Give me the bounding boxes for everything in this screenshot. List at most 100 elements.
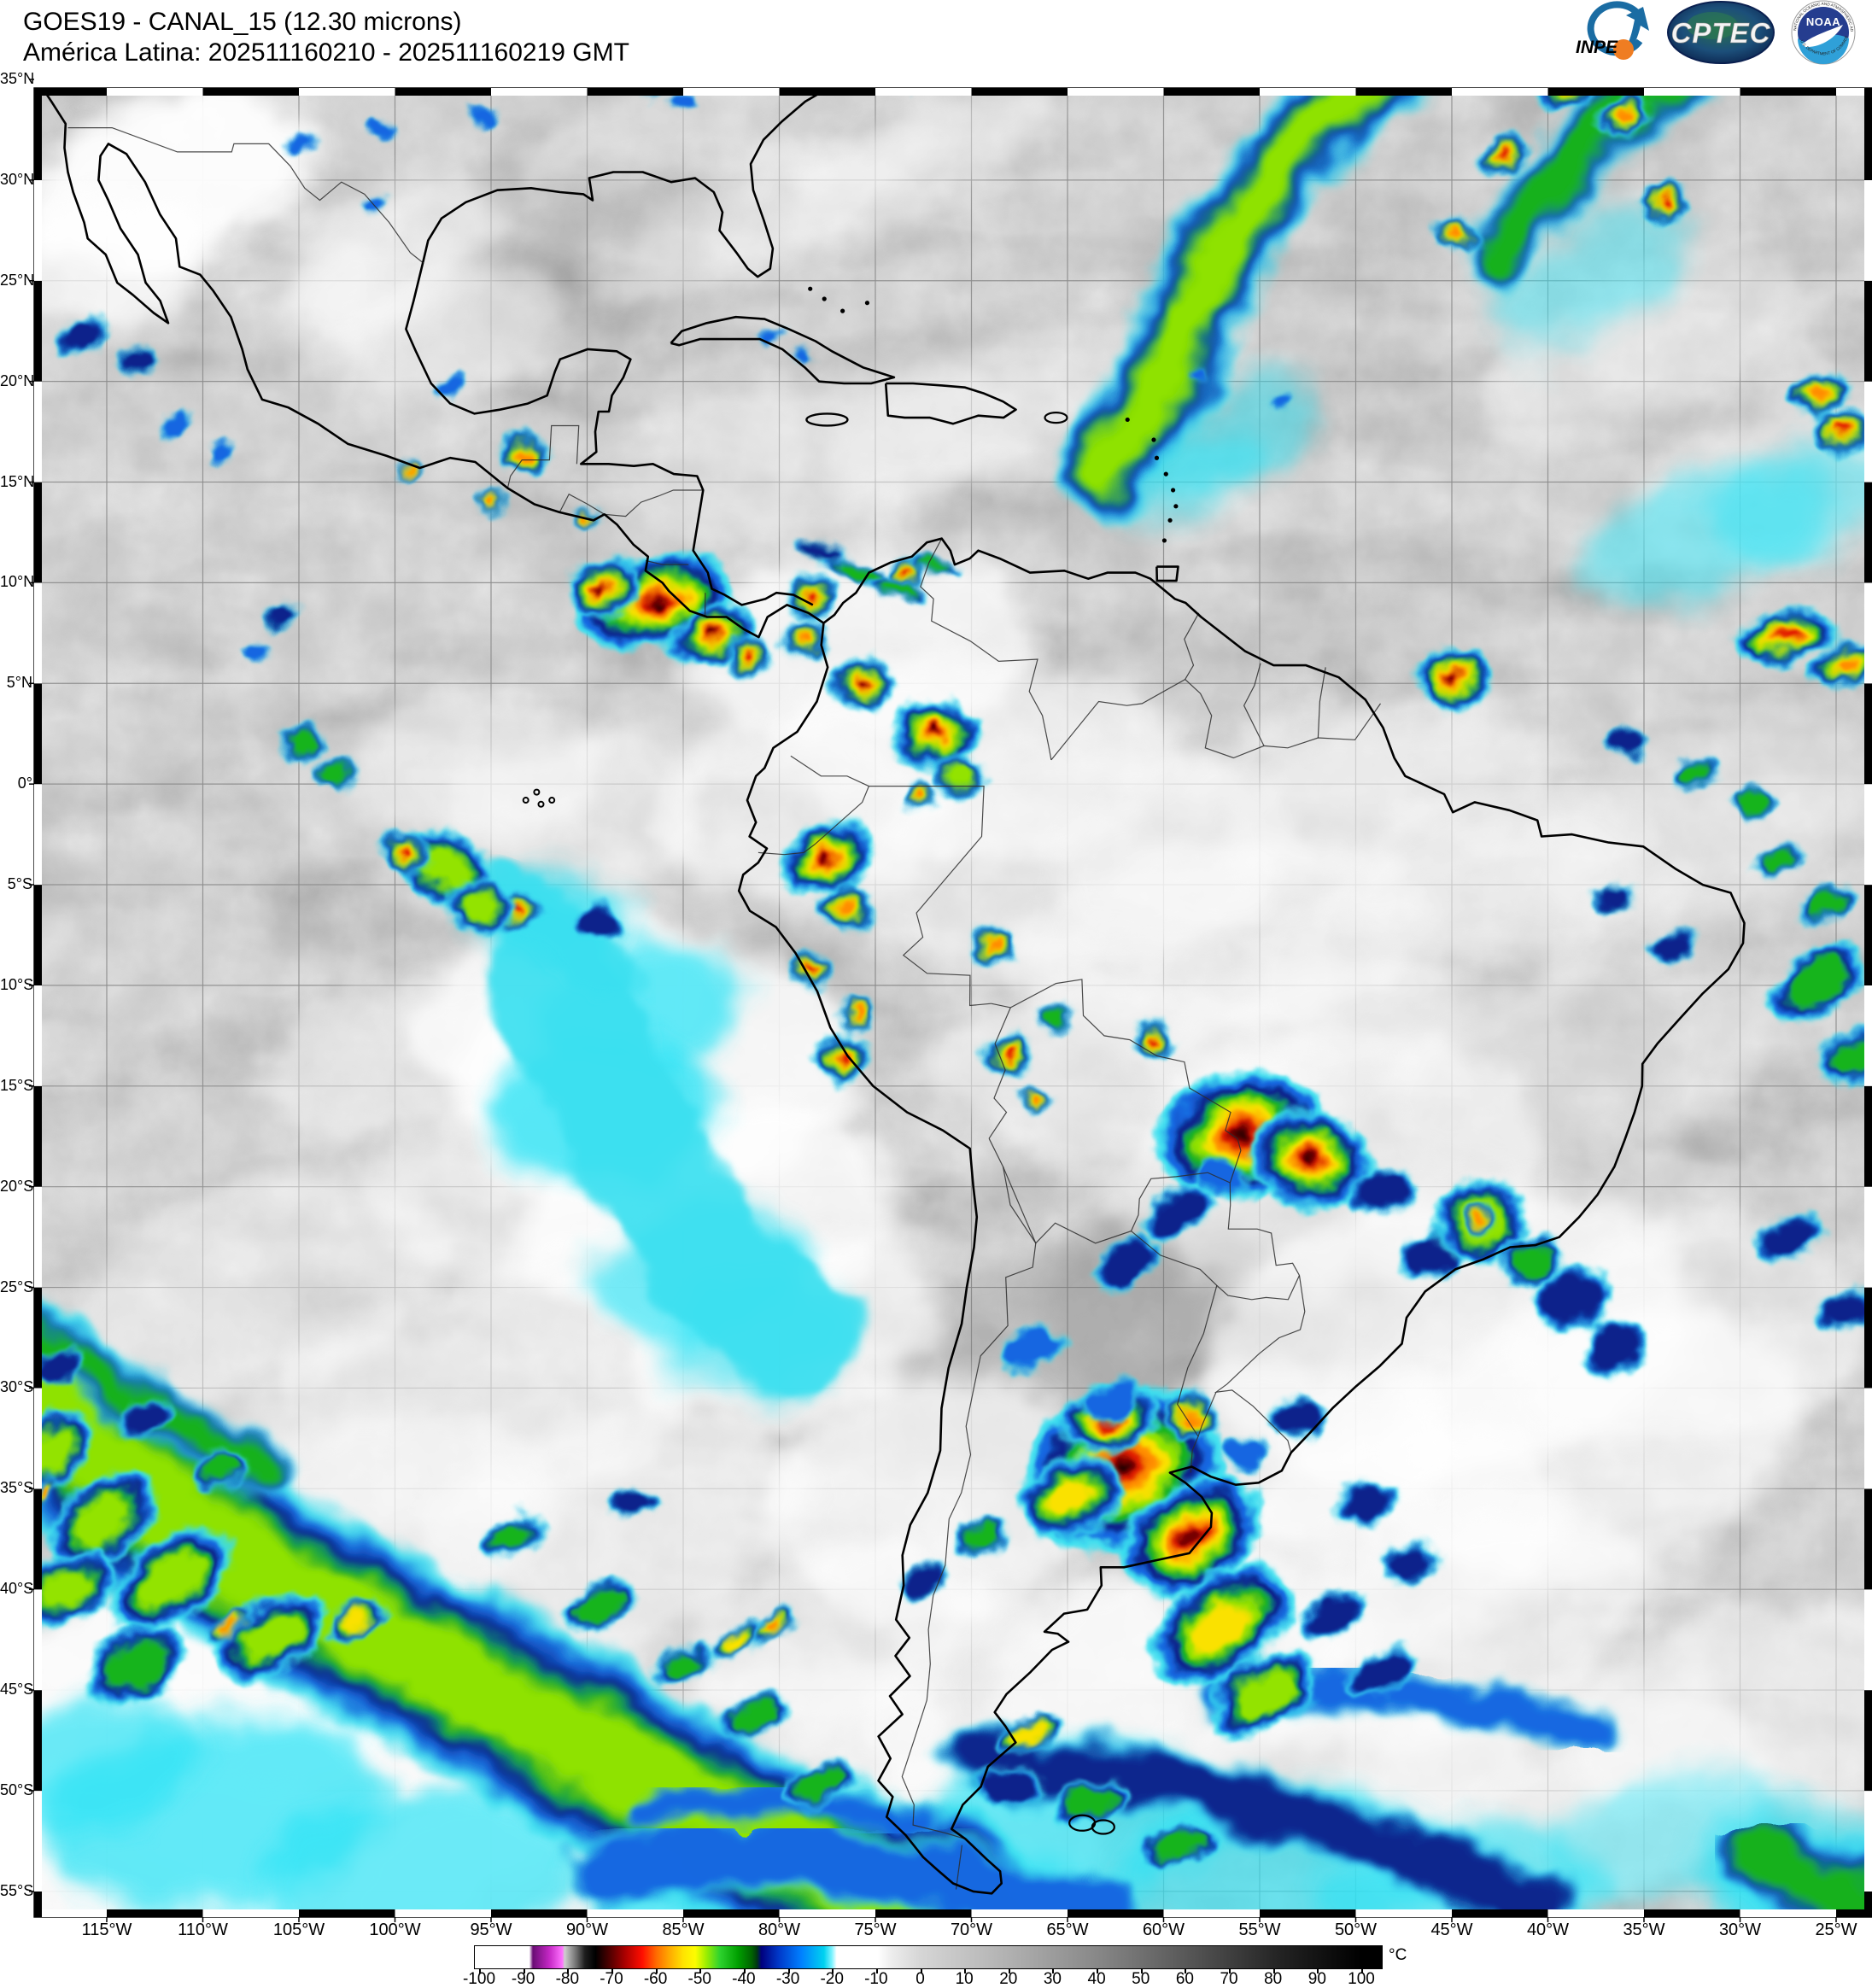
storm-cell-ring [663, 1651, 704, 1680]
frontal-band [561, 1815, 1138, 1916]
country-border [1243, 663, 1265, 746]
lon-label: 55°W [1238, 1921, 1281, 1939]
storm-cell-ring [1511, 1245, 1550, 1279]
storm-cell-ring [1235, 1129, 1247, 1139]
country-border [1131, 1231, 1301, 1301]
lon-label: 40°W [1526, 1921, 1570, 1939]
storm-cell [1729, 786, 1773, 819]
storm-cell-ring [1775, 629, 1800, 643]
storm-cell [1149, 1565, 1294, 1688]
storm-cell [1532, 1266, 1611, 1330]
storm-cell-ring [904, 89, 916, 91]
lat-label: 35°S [0, 1479, 34, 1497]
storm-cell [371, 119, 394, 137]
storm-cell-ring [106, 1639, 167, 1692]
storm-cell-ring [998, 1330, 1060, 1369]
storm-cell-ring [849, 1009, 863, 1020]
map-frame-border [29, 79, 1872, 1922]
cptec-wordmark: CPTEC [1671, 17, 1771, 49]
lon-label: 100°W [369, 1921, 421, 1939]
storm-cell-ring [223, 1620, 238, 1634]
lon-label: 25°W [1815, 1921, 1857, 1939]
colorbar-tick-label: 30 [1043, 1970, 1062, 1988]
island-dot [1163, 471, 1168, 477]
storm-cell-ring [372, 120, 393, 137]
storm-cell [671, 91, 695, 111]
island-dot [822, 296, 827, 301]
storm-cell [1333, 1477, 1400, 1529]
island-dot [1173, 504, 1179, 509]
storm-cell-ring [598, 583, 608, 592]
island-dot [1125, 417, 1130, 423]
cloud-patch [359, 696, 598, 841]
temperature-colorbar [474, 1945, 1383, 1969]
storm-cell-ring [39, 1483, 50, 1497]
storm-cell-ring [1226, 1435, 1267, 1468]
storm-cell-ring [286, 132, 312, 150]
storm-cell-ring [243, 1612, 303, 1658]
storm-cell [868, 579, 929, 603]
storm-cell-ring [800, 542, 839, 559]
colorbar-tick [875, 1968, 878, 1973]
storm-cell [495, 432, 550, 477]
cloud-patch [777, 89, 1068, 245]
lat-label: 30°S [0, 1378, 34, 1396]
storm-cell [1079, 1381, 1141, 1420]
storm-cell-ring [1272, 395, 1290, 408]
storm-cell [59, 315, 108, 354]
storm-cell-ring [1067, 1786, 1120, 1818]
colorbar-tick-label: -30 [775, 1970, 800, 1988]
storm-cell [938, 752, 989, 798]
storm-cell [710, 1622, 763, 1661]
storm-cell [446, 879, 514, 935]
lat-label: 0° [17, 775, 32, 792]
cloud-patch [519, 89, 779, 190]
storm-cell [1018, 1085, 1052, 1115]
storm-cell-ring [1597, 885, 1631, 909]
storm-cell-ring [1306, 1156, 1316, 1163]
cloud-patch [1489, 210, 1688, 354]
storm-cell-ring [1654, 933, 1694, 962]
colorbar-tick [523, 1968, 525, 1973]
colorbar-tick [832, 1968, 834, 1973]
storm-cell-ring [1449, 230, 1463, 243]
storm-cell [1225, 1434, 1269, 1470]
storm-cell [995, 1327, 1063, 1371]
band-layer [483, 909, 858, 1396]
lon-label: 80°W [758, 1921, 801, 1939]
storm-cell [1140, 1822, 1217, 1867]
storm-cell [1190, 367, 1210, 384]
storm-cell [970, 926, 1015, 967]
cloud-patch [1565, 1601, 1871, 1823]
frontal-band [1712, 1802, 1871, 1916]
storm-cell-ring [611, 1491, 652, 1515]
lat-label: 15°N [0, 472, 35, 490]
storm-cell-ring [469, 107, 491, 126]
storm-cell-ring [711, 631, 717, 636]
lat-label: 25°N [0, 271, 35, 289]
storm-cell-ring [764, 1620, 781, 1634]
storm-cell [1789, 371, 1849, 418]
lon-label: 115°W [81, 1921, 132, 1939]
colorbar-tick-label: -80 [555, 1970, 580, 1988]
storm-cell [1461, 1204, 1495, 1235]
storm-cell [1248, 1111, 1374, 1208]
storm-cell-ring [343, 1611, 371, 1631]
frontal-cloud-bands [35, 89, 1871, 1916]
storm-cell-ring [914, 790, 927, 802]
storm-cell [285, 131, 313, 151]
cloud-patch [1489, 241, 1807, 442]
storm-cell [562, 1579, 634, 1632]
storm-cell [209, 1608, 252, 1646]
storm-cell [782, 1762, 857, 1808]
storm-cell-ring [1589, 1325, 1642, 1370]
storm-cell [780, 821, 874, 896]
storm-cell-ring [138, 1552, 203, 1608]
storm-cell-ring [1659, 198, 1671, 208]
inpe-logo: INPE [1576, 1, 1649, 60]
storm-cell [1271, 394, 1291, 409]
lat-label: 15°S [0, 1076, 34, 1094]
frontal-band [948, 1729, 1571, 1916]
storm-cell [1598, 89, 1651, 137]
